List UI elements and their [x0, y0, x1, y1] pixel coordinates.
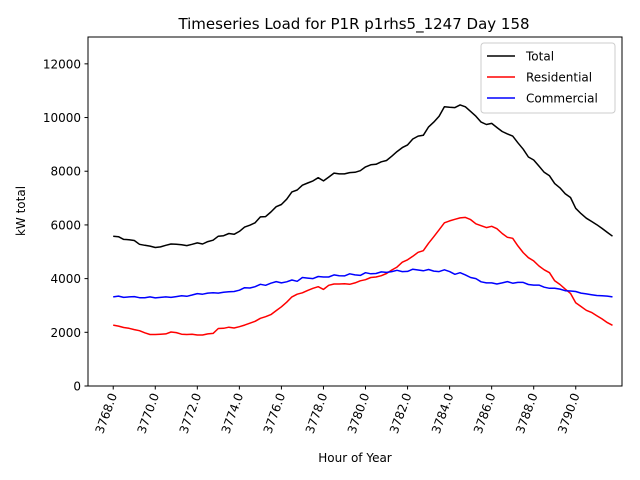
y-tick-label: 10000: [43, 111, 81, 125]
legend-box: [480, 42, 616, 114]
legend-label-commercial: Commercial: [526, 92, 598, 106]
x-axis-label: Hour of Year: [318, 451, 392, 465]
series-layer: [113, 104, 613, 336]
series-line-residential: [113, 216, 613, 336]
series-line-total: [113, 104, 613, 249]
legend: Total Residential Commercial: [480, 42, 616, 114]
y-tick-label: 0: [73, 380, 81, 394]
plot-frame: [87, 36, 623, 387]
chart-title: Timeseries Load for P1R p1rhs5_1247 Day …: [177, 15, 529, 34]
y-tick-label: 4000: [50, 272, 81, 286]
y-tick-label: 2000: [50, 326, 81, 340]
series-line-commercial: [113, 268, 613, 299]
y-axis: 0 2000 4000 6000 8000 10000 12000: [43, 57, 88, 394]
y-tick-label: 12000: [43, 57, 81, 71]
legend-entries: Total Residential Commercial: [487, 50, 598, 106]
legend-label-total: Total: [525, 50, 554, 64]
legend-label-residential: Residential: [526, 71, 592, 85]
y-axis-label: kW total: [14, 186, 28, 236]
y-tick-label: 8000: [50, 165, 81, 179]
y-tick-label: 6000: [50, 218, 81, 232]
